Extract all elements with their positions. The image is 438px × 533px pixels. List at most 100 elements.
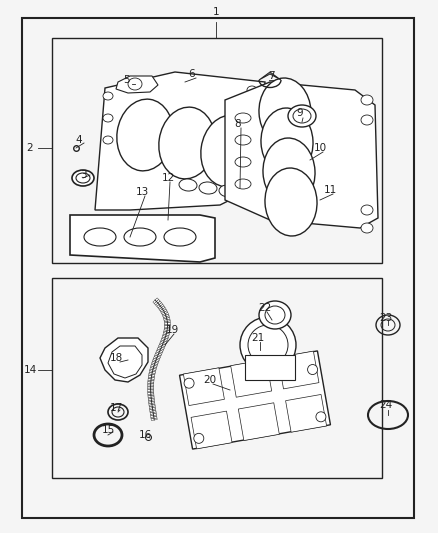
Polygon shape	[108, 346, 142, 378]
Polygon shape	[159, 343, 166, 347]
Ellipse shape	[194, 433, 204, 443]
Polygon shape	[165, 324, 170, 326]
Polygon shape	[245, 355, 295, 380]
Polygon shape	[159, 344, 165, 348]
Polygon shape	[164, 318, 170, 320]
Polygon shape	[163, 331, 170, 334]
Polygon shape	[161, 309, 167, 313]
Ellipse shape	[124, 228, 156, 246]
Ellipse shape	[199, 182, 217, 194]
Polygon shape	[163, 316, 170, 319]
Ellipse shape	[240, 317, 296, 373]
Polygon shape	[151, 416, 157, 419]
Text: 11: 11	[323, 185, 337, 195]
Polygon shape	[149, 371, 155, 374]
Polygon shape	[155, 301, 162, 306]
Ellipse shape	[164, 228, 196, 246]
Text: 18: 18	[110, 353, 123, 363]
Ellipse shape	[103, 114, 113, 122]
Text: 22: 22	[258, 303, 272, 313]
Polygon shape	[153, 358, 159, 362]
Text: 23: 23	[379, 313, 392, 323]
Text: 10: 10	[314, 143, 327, 153]
Polygon shape	[164, 326, 170, 327]
Polygon shape	[162, 312, 169, 317]
Polygon shape	[149, 369, 156, 372]
Polygon shape	[180, 351, 330, 449]
Text: 20: 20	[203, 375, 216, 385]
Ellipse shape	[263, 138, 315, 206]
Polygon shape	[148, 375, 155, 378]
Text: 14: 14	[23, 365, 37, 375]
Polygon shape	[154, 300, 160, 305]
Polygon shape	[158, 304, 164, 309]
Ellipse shape	[259, 301, 291, 329]
Text: 4: 4	[76, 135, 82, 145]
Polygon shape	[157, 348, 163, 351]
Ellipse shape	[361, 95, 373, 105]
Polygon shape	[155, 352, 162, 356]
Polygon shape	[148, 395, 154, 398]
Polygon shape	[148, 380, 154, 382]
Polygon shape	[148, 400, 155, 402]
Polygon shape	[100, 338, 148, 382]
Ellipse shape	[201, 115, 257, 187]
Polygon shape	[151, 415, 157, 417]
Ellipse shape	[184, 378, 194, 388]
Polygon shape	[70, 215, 215, 262]
Ellipse shape	[247, 86, 257, 94]
Polygon shape	[148, 397, 154, 399]
Polygon shape	[148, 388, 154, 390]
Ellipse shape	[235, 157, 251, 167]
Text: 9: 9	[297, 108, 303, 118]
Ellipse shape	[247, 104, 257, 112]
Polygon shape	[154, 357, 160, 360]
Polygon shape	[116, 76, 158, 93]
Ellipse shape	[316, 412, 326, 422]
Ellipse shape	[103, 92, 113, 100]
Polygon shape	[278, 351, 319, 389]
Polygon shape	[150, 412, 156, 414]
Polygon shape	[163, 314, 169, 318]
Ellipse shape	[307, 365, 318, 375]
Polygon shape	[164, 330, 170, 333]
Ellipse shape	[219, 185, 237, 197]
Polygon shape	[184, 368, 224, 406]
Polygon shape	[158, 346, 164, 350]
Polygon shape	[151, 365, 157, 368]
Ellipse shape	[265, 306, 285, 324]
Polygon shape	[152, 360, 159, 364]
Polygon shape	[163, 333, 170, 336]
Polygon shape	[148, 382, 154, 384]
Polygon shape	[238, 403, 279, 441]
Polygon shape	[148, 394, 154, 396]
Polygon shape	[148, 398, 154, 401]
Polygon shape	[156, 351, 162, 354]
Polygon shape	[149, 373, 155, 375]
Polygon shape	[95, 72, 265, 210]
Polygon shape	[148, 401, 155, 403]
Polygon shape	[150, 368, 156, 370]
Text: 3: 3	[80, 170, 86, 180]
Ellipse shape	[179, 179, 197, 191]
Text: 16: 16	[138, 430, 152, 440]
Polygon shape	[161, 338, 167, 342]
Polygon shape	[148, 392, 154, 394]
Ellipse shape	[293, 109, 311, 123]
Polygon shape	[164, 319, 170, 322]
Polygon shape	[164, 321, 170, 323]
Polygon shape	[149, 406, 155, 408]
Polygon shape	[164, 328, 170, 331]
Polygon shape	[157, 349, 163, 353]
Ellipse shape	[259, 78, 311, 146]
Polygon shape	[148, 391, 154, 393]
Ellipse shape	[76, 173, 90, 183]
Text: 21: 21	[251, 333, 265, 343]
Ellipse shape	[361, 223, 373, 233]
Text: 2: 2	[27, 143, 33, 153]
Polygon shape	[160, 342, 166, 345]
Polygon shape	[162, 337, 168, 341]
Text: 8: 8	[235, 119, 241, 129]
Polygon shape	[148, 383, 154, 385]
Ellipse shape	[248, 325, 288, 365]
